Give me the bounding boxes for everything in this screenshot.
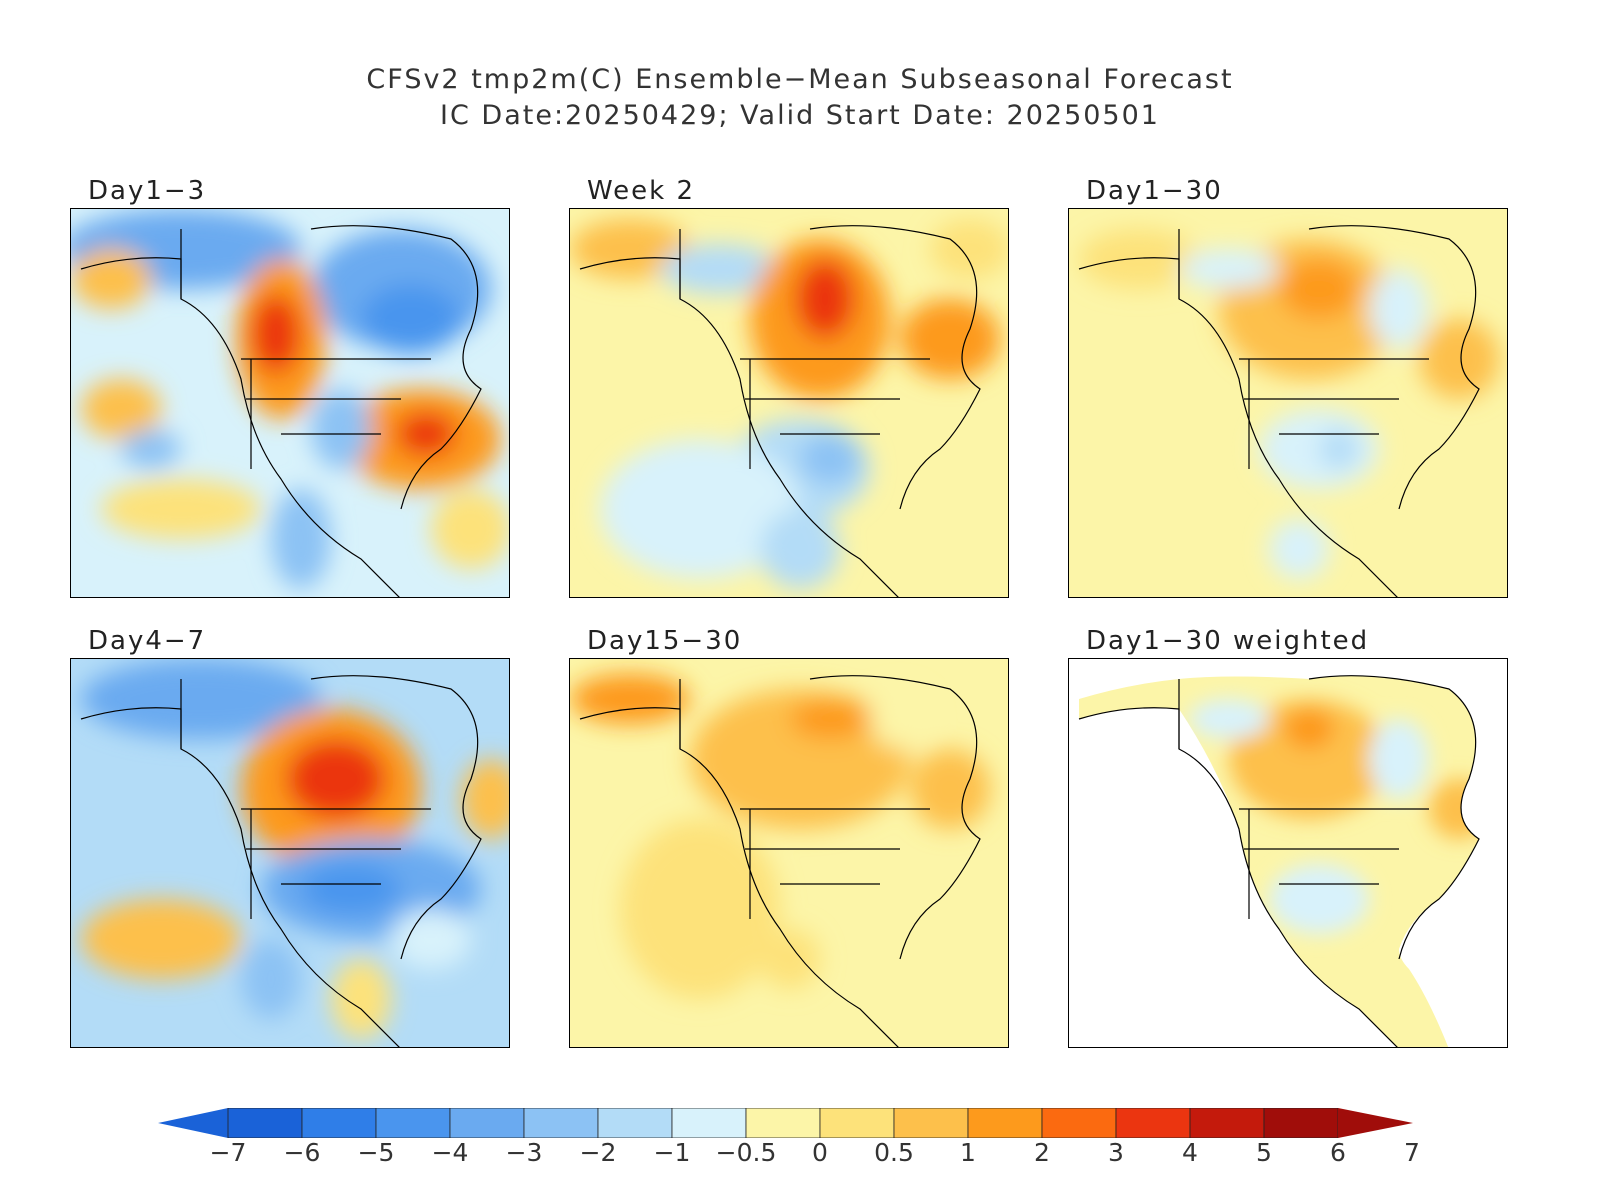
colorbar-tick-label: 2 — [1034, 1138, 1050, 1167]
panel-label-day4-7: Day4−7 — [88, 626, 207, 656]
colorbar-swatch — [1263, 1108, 1339, 1138]
colorbar-tick-label: −5 — [357, 1138, 395, 1167]
colorbar-tick-label: 1 — [960, 1138, 976, 1167]
colorbar-swatch — [1189, 1108, 1265, 1138]
map-day15-30 — [570, 659, 1008, 1047]
colorbar — [158, 1108, 1413, 1138]
colorbar-tick-label: 4 — [1182, 1138, 1198, 1167]
colorbar-tick-label: 3 — [1108, 1138, 1124, 1167]
colorbar-swatch — [301, 1108, 377, 1138]
colorbar-tick-label: 0 — [812, 1138, 828, 1167]
map-panel-day4-7 — [70, 658, 510, 1048]
colorbar-tick-label: 7 — [1404, 1138, 1420, 1167]
colorbar-tick-label: −1 — [653, 1138, 691, 1167]
panel-label-day15-30: Day15−30 — [587, 626, 743, 656]
map-panel-day1-30-weighted — [1068, 658, 1508, 1048]
colorbar-tick-label: −2 — [579, 1138, 617, 1167]
colorbar-tick-label: −4 — [431, 1138, 469, 1167]
colorbar-swatch — [967, 1108, 1043, 1138]
colorbar-right-arrow — [1338, 1108, 1413, 1138]
colorbar-swatch — [819, 1108, 895, 1138]
map-day1-30 — [1069, 209, 1507, 597]
colorbar-swatch — [745, 1108, 821, 1138]
colorbar-tick-label: −0.5 — [715, 1138, 777, 1167]
colorbar-swatch — [671, 1108, 747, 1138]
map-panel-day1-30 — [1068, 208, 1508, 598]
colorbar-swatch — [597, 1108, 673, 1138]
map-day1-30-weighted — [1069, 659, 1507, 1047]
chart-title-line1: CFSv2 tmp2m(C) Ensemble−Mean Subseasonal… — [366, 64, 1234, 95]
panel-label-day1-3: Day1−3 — [88, 176, 207, 206]
colorbar-tick-label: −6 — [283, 1138, 321, 1167]
panel-label-day1-30: Day1−30 — [1086, 176, 1223, 206]
panel-label-week2: Week 2 — [587, 176, 696, 206]
colorbar-swatch — [523, 1108, 599, 1138]
panel-label-day1-30-weighted: Day1−30 weighted — [1086, 626, 1370, 656]
map-panel-day15-30 — [569, 658, 1009, 1048]
colorbar-tick-label: −7 — [209, 1138, 247, 1167]
map-panel-day1-3 — [70, 208, 510, 598]
map-day1-3 — [71, 209, 509, 597]
colorbar-tick-label: −3 — [505, 1138, 543, 1167]
colorbar-swatch — [1041, 1108, 1117, 1138]
colorbar-left-arrow — [158, 1108, 228, 1138]
colorbar-swatch — [227, 1108, 303, 1138]
map-panel-week2 — [569, 208, 1009, 598]
colorbar-tick-label: 0.5 — [874, 1138, 914, 1167]
chart-title-line2: IC Date:20250429; Valid Start Date: 2025… — [440, 100, 1160, 131]
colorbar-swatch — [449, 1108, 525, 1138]
map-day4-7 — [71, 659, 509, 1047]
map-week2 — [570, 209, 1008, 597]
colorbar-swatch — [1115, 1108, 1191, 1138]
colorbar-swatches — [227, 1108, 1339, 1138]
colorbar-swatch — [375, 1108, 451, 1138]
colorbar-tick-label: 5 — [1256, 1138, 1272, 1167]
colorbar-tick-label: 6 — [1330, 1138, 1346, 1167]
colorbar-swatch — [893, 1108, 969, 1138]
